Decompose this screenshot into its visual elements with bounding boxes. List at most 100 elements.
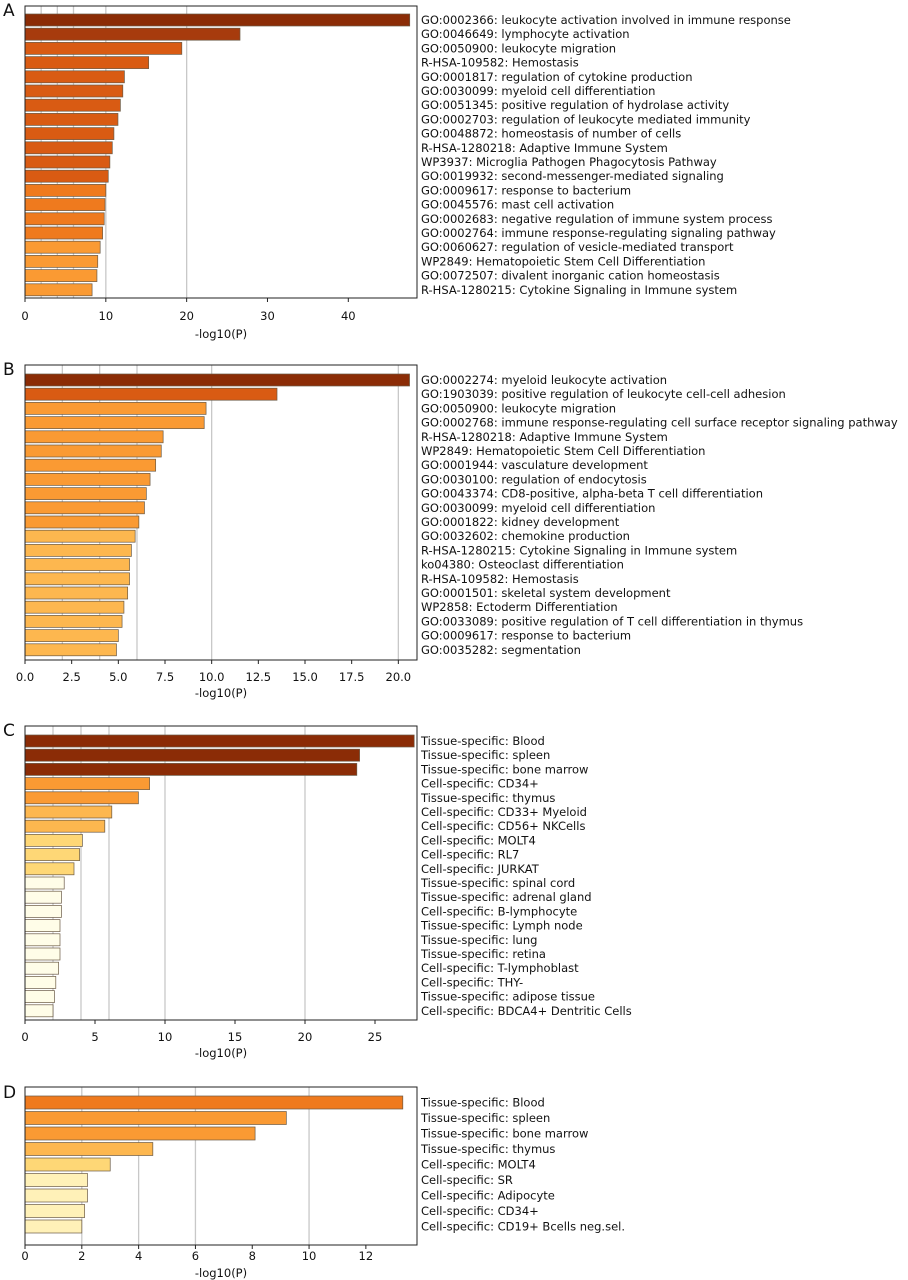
bar	[24, 748, 360, 762]
term-label: GO:0030100: regulation of endocytosis	[421, 472, 647, 486]
bar	[24, 458, 157, 472]
plot-frame	[24, 364, 418, 661]
term-label: WP2858: Ectoderm Differentiation	[421, 600, 618, 614]
x-tick-label: 15.0	[292, 670, 318, 684]
term-label: GO:0002366: leukocyte activation involve…	[421, 13, 791, 27]
term-label: GO:0002768: immune response-regulating c…	[421, 416, 898, 430]
bar	[24, 184, 107, 197]
panel-letter-b: B	[3, 360, 15, 380]
term-label: GO:0060627: regulation of vesicle-mediat…	[421, 240, 734, 254]
term-label: GO:0050900: leukocyte migration	[421, 401, 616, 415]
panel-letter-d: D	[3, 1083, 16, 1103]
bar	[24, 501, 145, 515]
bar	[24, 373, 410, 387]
term-label: Tissue-specific: spinal cord	[420, 876, 575, 890]
x-tick-label: 4	[135, 1249, 142, 1263]
term-label: Cell-specific: B-lymphocyte	[421, 904, 577, 918]
bar	[24, 255, 99, 268]
x-tick-label: 12.5	[246, 670, 272, 684]
term-label: WP2849: Hematopoietic Stem Cell Differen…	[421, 444, 705, 458]
x-tick-label: 20	[179, 309, 194, 323]
bar	[24, 515, 140, 529]
x-tick-label: 0	[21, 1249, 28, 1263]
plot-frame	[24, 1086, 418, 1246]
bar	[24, 127, 115, 140]
term-label: WP3937: Microglia Pathogen Phagocytosis …	[421, 155, 717, 169]
bar	[24, 544, 132, 557]
x-tick-label: 40	[341, 309, 356, 323]
bar	[24, 919, 61, 932]
x-tick-label: 10	[158, 1030, 173, 1044]
bar	[24, 141, 113, 155]
term-label: WP2849: Hematopoietic Stem Cell Differen…	[421, 254, 705, 268]
term-label: Cell-specific: JURKAT	[421, 862, 540, 876]
bar	[24, 990, 55, 1003]
bar	[24, 402, 207, 415]
bar	[24, 976, 57, 989]
bar	[24, 198, 106, 211]
bar	[24, 558, 130, 571]
term-label: Cell-specific: Adipocyte	[421, 1189, 555, 1203]
plot-frame	[24, 5, 418, 299]
term-label: R-HSA-1280218: Adaptive Immune System	[421, 141, 668, 155]
x-tick-label: 5	[91, 1030, 98, 1044]
bar	[24, 1219, 83, 1234]
bar	[24, 169, 109, 183]
bar	[24, 615, 123, 628]
term-label: GO:0048872: homeostasis of number of cel…	[421, 127, 681, 141]
term-label: GO:0043374: CD8-positive, alpha-beta T c…	[421, 487, 763, 501]
bar	[24, 1173, 88, 1187]
bar	[24, 226, 103, 240]
bar	[24, 56, 150, 69]
bar	[24, 283, 93, 297]
term-label: Tissue-specific: thymus	[420, 791, 555, 805]
bar	[24, 763, 358, 776]
term-label: GO:0009617: response to bacterium	[421, 629, 631, 643]
term-label: GO:0050900: leukocyte migration	[421, 41, 616, 55]
bar	[24, 819, 106, 833]
x-tick-label: 25	[368, 1030, 383, 1044]
x-tick-label: 2.5	[63, 670, 81, 684]
term-label: Tissue-specific: thymus	[420, 1142, 555, 1156]
term-label: GO:0001944: vasculature development	[421, 458, 648, 472]
x-tick-label: 20.0	[386, 670, 412, 684]
term-label: Tissue-specific: Blood	[420, 734, 545, 748]
bar	[24, 629, 119, 642]
x-tick-label: 0.0	[16, 670, 34, 684]
bar	[24, 643, 117, 657]
term-label: Cell-specific: CD34+	[421, 777, 539, 791]
term-label: ko04380: Osteoclast differentiation	[421, 558, 624, 572]
panel-letter-a: A	[3, 1, 15, 21]
term-label: R-HSA-109582: Hemostasis	[421, 572, 579, 586]
term-label: Cell-specific: SR	[421, 1173, 513, 1187]
term-label: R-HSA-1280218: Adaptive Immune System	[421, 430, 668, 444]
bar	[24, 572, 130, 586]
bar	[24, 777, 150, 790]
bar	[24, 13, 411, 27]
term-label: Cell-specific: RL7	[421, 848, 519, 862]
bar	[24, 947, 61, 961]
term-label: GO:0001817: regulation of cytokine produ…	[421, 70, 693, 84]
bar	[24, 529, 136, 543]
x-tick-label: 2	[78, 1249, 85, 1263]
bar	[24, 1095, 404, 1110]
bar	[24, 70, 125, 84]
term-label: Cell-specific: THY-	[421, 975, 523, 989]
term-label: Tissue-specific: lung	[420, 933, 537, 947]
bar	[24, 1157, 111, 1172]
x-tick-label: 7.5	[156, 670, 174, 684]
bar	[24, 586, 129, 600]
x-axis-label: -log10(P)	[195, 686, 247, 700]
bar	[24, 487, 147, 500]
x-tick-label: 0	[21, 1030, 28, 1044]
term-label: Tissue-specific: spleen	[420, 1111, 550, 1125]
bar	[24, 1142, 154, 1156]
term-label: Tissue-specific: bone marrow	[420, 1127, 588, 1141]
term-label: GO:0001822: kidney development	[421, 515, 620, 529]
bar	[24, 473, 151, 486]
bar	[24, 961, 59, 975]
term-label: Tissue-specific: spleen	[420, 748, 550, 762]
bar	[24, 430, 164, 444]
term-label: Cell-specific: CD56+ NKCells	[421, 819, 585, 833]
